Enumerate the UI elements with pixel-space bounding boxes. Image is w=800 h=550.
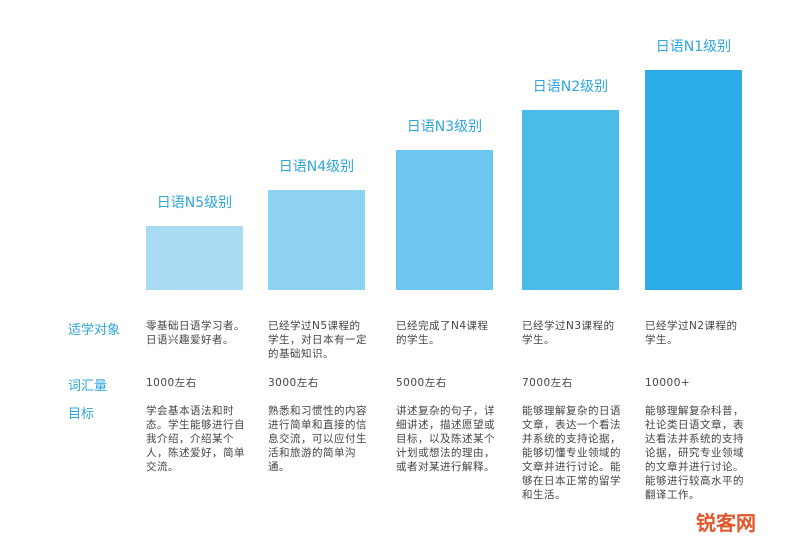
level-title: 日语N3级别 <box>406 119 483 135</box>
level-bar <box>396 150 493 290</box>
target-text: 已经学过N2课程的学生。 <box>645 320 738 346</box>
level-title: 日语N4级别 <box>278 159 355 175</box>
level-bar <box>146 226 243 290</box>
goal-text: 熟悉和习惯性的内容进行简单和直接的信息交流，可以应付生活和旅游的简单沟通。 <box>268 405 367 473</box>
level-title: 日语N2级别 <box>532 79 609 95</box>
vocabulary-text: 7000左右 <box>522 377 573 389</box>
vocabulary-text: 3000左右 <box>268 377 319 389</box>
vocabulary-text: 1000左右 <box>146 377 197 389</box>
level-bar <box>645 70 742 290</box>
level-title: 日语N5级别 <box>156 195 233 211</box>
vocabulary-text: 5000左右 <box>396 377 447 389</box>
vocabulary-text: 10000+ <box>645 377 691 389</box>
goal-text: 讲述复杂的句子，详细讲述，描述愿望或目标，以及陈述某个计划或想法的理由，或者对某… <box>396 405 495 473</box>
target-text: 已经学过N5课程的学生，对日本有一定的基础知识。 <box>268 320 367 360</box>
goal-text: 学会基本语法和时态。学生能够进行自我介绍，介绍某个人，陈述爱好，简单交流。 <box>146 405 245 473</box>
row-label: 适学对象 <box>68 323 121 338</box>
row-label: 目标 <box>68 407 95 422</box>
goal-text: 能够理解复杂科普，社论类日语文章，表达看法并系统的支持论据，研究专业领域的文章并… <box>645 405 744 501</box>
level-title: 日语N1级别 <box>655 39 732 55</box>
row-label: 词汇量 <box>68 379 108 394</box>
target-text: 已经学过N3课程的学生。 <box>522 320 615 346</box>
watermark: 锐客网 <box>696 511 756 535</box>
target-text: 零基础日语学习者。日语兴趣爱好者。 <box>146 320 245 346</box>
target-text: 已经完成了N4课程的学生。 <box>396 320 489 346</box>
goal-text: 能够理解复杂的日语文章，表达一个看法并系统的支持论据，能够切懂专业领域的文章并进… <box>522 405 621 501</box>
level-bar <box>522 110 619 290</box>
level-bar <box>268 190 365 290</box>
